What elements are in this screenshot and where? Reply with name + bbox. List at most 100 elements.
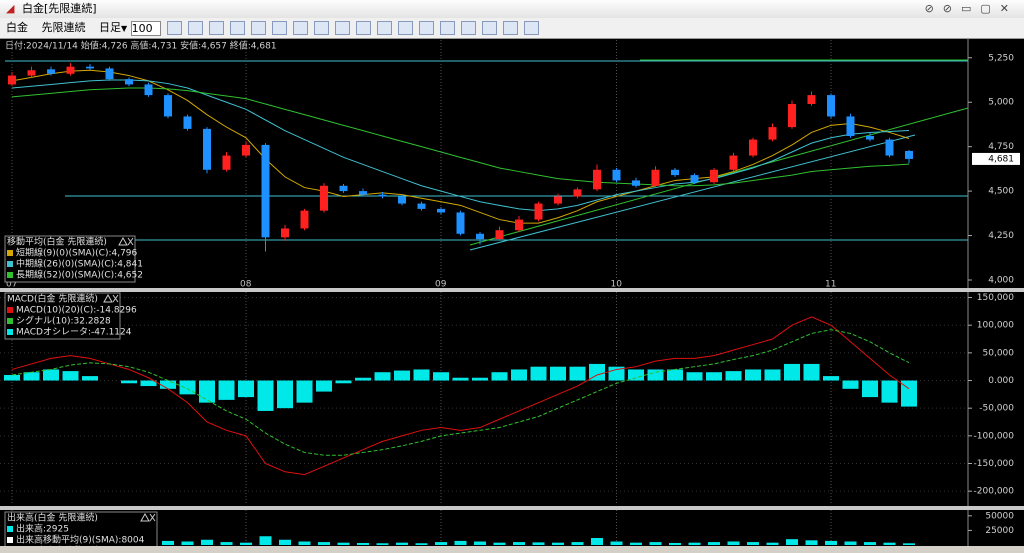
- volume-bar: [454, 540, 467, 545]
- candle-body: [885, 139, 894, 156]
- candle-body: [320, 185, 328, 211]
- legend-title: 移動平均(白金 先限連続): [7, 236, 107, 248]
- candle-body: [105, 68, 114, 80]
- tool-icon[interactable]: [167, 21, 183, 35]
- histogram-bar: [862, 380, 878, 398]
- tool-icon[interactable]: [293, 21, 309, 35]
- histogram-bar: [881, 380, 898, 403]
- legend-swatch: [7, 272, 13, 278]
- tool-icon[interactable]: [314, 21, 330, 35]
- histogram-bar: [335, 380, 352, 384]
- volume-bar: [279, 539, 291, 545]
- volume-bar: [318, 542, 330, 545]
- bars-input[interactable]: 100: [130, 20, 161, 36]
- candle-body: [593, 169, 601, 190]
- y-tick-label: -150,000: [974, 459, 1015, 469]
- volume-bar: [376, 543, 389, 545]
- y-tick-label: 5,250: [988, 53, 1014, 63]
- tool-icon[interactable]: [272, 21, 288, 35]
- menu-item[interactable]: 白金: [6, 21, 28, 34]
- candle-body: [125, 79, 133, 85]
- candle-body: [827, 95, 835, 117]
- histogram-bar: [823, 376, 839, 381]
- tool-icon[interactable]: [377, 21, 393, 35]
- tool-icon[interactable]: [188, 21, 204, 35]
- candle-body: [183, 116, 192, 129]
- volume-bar: [220, 542, 233, 545]
- histogram-bar: [82, 376, 98, 381]
- volume-bar: [883, 542, 896, 545]
- candle-body: [456, 212, 465, 234]
- legend-swatch: [7, 318, 13, 324]
- volume-bar: [747, 542, 759, 545]
- candle-body: [866, 136, 874, 140]
- histogram-bar: [296, 380, 313, 403]
- candle-body: [437, 208, 445, 213]
- volume-bar: [201, 539, 213, 545]
- y-tick-label: 50,000: [983, 348, 1015, 358]
- info-line: 日付:2024/11/14 始値:4,726 高値:4,731 安値:4,657…: [5, 40, 277, 52]
- window-buttons[interactable]: ⊘⊘▭▢✕: [924, 2, 1018, 15]
- volume-bar: [727, 541, 740, 545]
- legend-box: [4, 292, 121, 340]
- histogram-bar: [628, 369, 644, 381]
- histogram-bar: [394, 370, 410, 381]
- legend-entry: MACDオシレータ:-47.1124: [16, 327, 132, 338]
- tool-icon[interactable]: [356, 21, 372, 35]
- histogram-bar: [413, 369, 430, 381]
- candle-body: [573, 189, 582, 197]
- menu-item[interactable]: 先限連続: [41, 21, 86, 34]
- legend-buttons: [103, 293, 119, 303]
- histogram-bar: [550, 366, 566, 381]
- legend-entry: 長期線(52)(0)(SMA)(C):4,652: [16, 269, 143, 281]
- ma-line: [11, 87, 910, 187]
- tool-icon[interactable]: [335, 21, 351, 35]
- tool-icon[interactable]: [440, 21, 456, 35]
- candle-body: [905, 150, 913, 159]
- tool-icon[interactable]: [251, 21, 267, 35]
- candle-body: [807, 95, 816, 104]
- histogram-bar: [374, 372, 391, 381]
- histogram-bar: [647, 369, 664, 381]
- candle-body: [749, 139, 757, 156]
- tool-icon[interactable]: [461, 21, 477, 35]
- tool-icon[interactable]: [524, 21, 540, 35]
- last-price-tag: [972, 152, 1020, 165]
- bottom-border: [0, 546, 1024, 553]
- histogram-bar: [257, 380, 274, 411]
- app-icon: ◢: [6, 2, 15, 15]
- tool-icon[interactable]: [230, 21, 246, 35]
- plot-background: [0, 39, 968, 546]
- legend-buttons: [140, 512, 156, 522]
- y-tick-label: 150,000: [977, 293, 1014, 303]
- histogram-bar: [433, 372, 449, 381]
- indicator-line: [11, 329, 910, 456]
- tool-icon[interactable]: [209, 21, 225, 35]
- histogram-bar: [803, 363, 820, 381]
- histogram-bar: [842, 380, 859, 389]
- candle-body: [281, 228, 289, 238]
- histogram-bar: [62, 371, 79, 381]
- histogram-bar: [706, 372, 722, 381]
- tool-icon[interactable]: [482, 21, 498, 35]
- x-tick-label: 11: [825, 280, 836, 290]
- candle-body: [398, 196, 406, 204]
- tool-icon[interactable]: [503, 21, 519, 35]
- y-tick-label: 5,000: [988, 98, 1014, 108]
- tool-icon[interactable]: [398, 21, 414, 35]
- volume-bar: [708, 542, 720, 545]
- candle-body: [47, 69, 55, 74]
- histogram-bar: [530, 366, 547, 381]
- volume-bar: [240, 542, 252, 545]
- tool-icon[interactable]: [419, 21, 435, 35]
- legend-swatch: [7, 537, 13, 543]
- histogram-bar: [764, 369, 781, 381]
- y-tick-label: 4,000: [988, 276, 1014, 286]
- ma-line: [11, 79, 910, 212]
- menu-item[interactable]: 日足: [99, 21, 121, 34]
- ma-line: [11, 69, 910, 224]
- candle-body: [242, 144, 250, 156]
- candle-body: [8, 75, 16, 85]
- volume-bar: [786, 539, 798, 545]
